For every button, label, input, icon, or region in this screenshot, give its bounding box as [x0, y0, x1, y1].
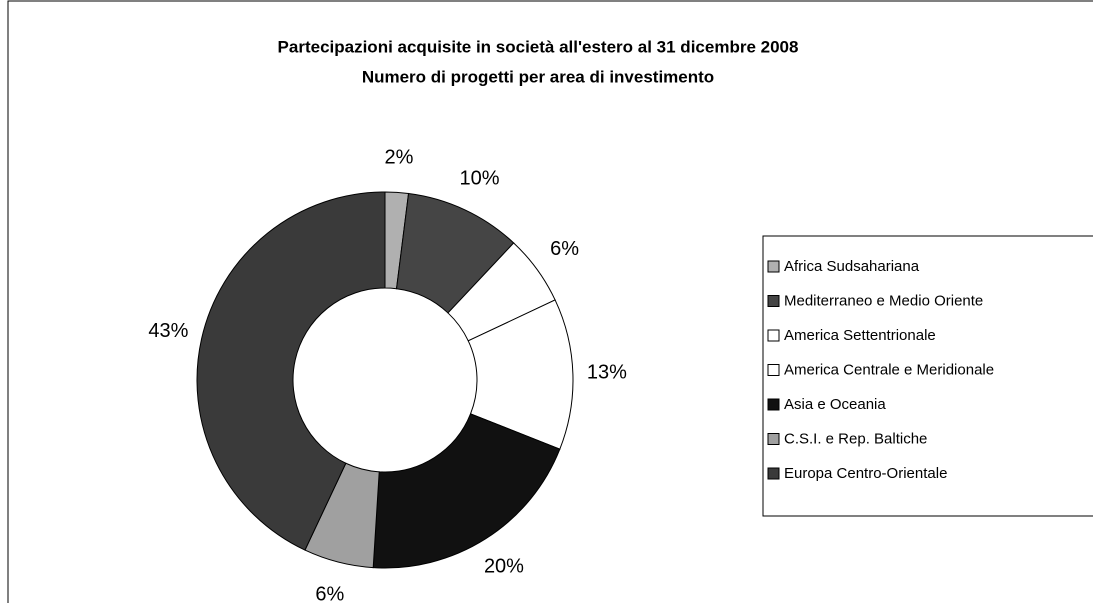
legend-label: America Settentrionale — [784, 327, 936, 344]
legend-swatch — [767, 398, 780, 411]
data-label: 2% — [384, 147, 413, 169]
legend-label: Mediterraneo e Medio Oriente — [784, 292, 983, 309]
data-label: 10% — [460, 167, 500, 189]
legend-swatch — [767, 467, 780, 480]
data-label: 20% — [484, 556, 524, 578]
legend-swatch — [767, 260, 780, 273]
legend-label: America Centrale e Meridionale — [784, 361, 994, 378]
data-label: 13% — [587, 361, 627, 383]
legend-swatch — [767, 295, 780, 307]
legend-label: Asia e Oceania — [784, 396, 886, 413]
legend-label: Europa Centro-Orientale — [784, 465, 947, 482]
legend-swatch — [767, 433, 780, 445]
data-label: 43% — [148, 320, 188, 342]
legend-swatch — [767, 364, 780, 376]
chart-subtitle: Numero di progetti per area di investime… — [362, 67, 714, 86]
legend-label: Africa Sudsahariana — [784, 258, 920, 275]
chart-frame — [7, 0, 1093, 603]
data-label: 6% — [550, 238, 579, 260]
donut-slice — [196, 191, 386, 551]
data-label: 6% — [315, 583, 344, 603]
legend-label: C.S.I. e Rep. Baltiche — [784, 430, 927, 447]
legend-box — [762, 235, 1093, 517]
donut-slice — [372, 413, 561, 569]
chart-title: Partecipazioni acquisite in società all'… — [278, 37, 799, 56]
legend-swatch — [767, 329, 780, 342]
